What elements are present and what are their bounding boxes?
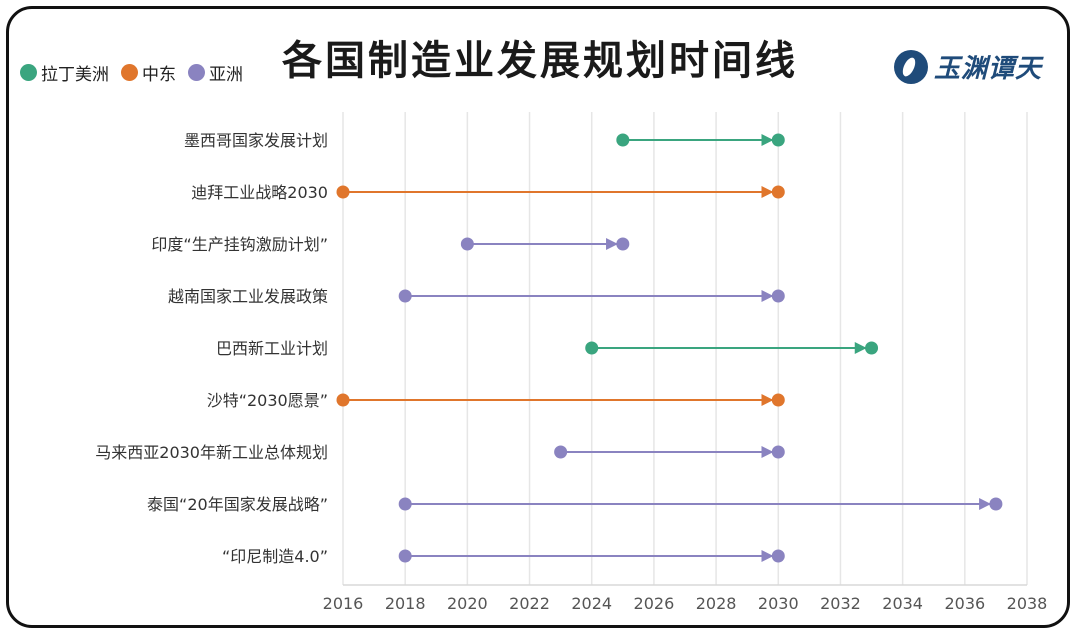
plan-start-point	[554, 445, 568, 459]
x-tick-label: 2036	[944, 594, 985, 613]
plan-label: 越南国家工业发展政策	[168, 287, 328, 306]
legend-item-latin-america: 拉丁美洲	[20, 60, 109, 85]
plan-start-point	[460, 237, 474, 251]
plan-label: “印尼制造4.0”	[222, 547, 328, 566]
plan-label: 墨西哥国家发展计划	[184, 131, 328, 150]
x-tick-label: 2022	[509, 594, 550, 613]
legend-label: 拉丁美洲	[41, 65, 109, 85]
x-tick-label: 2024	[571, 594, 612, 613]
legend-dot-icon	[20, 64, 37, 81]
plan-end-point	[616, 237, 630, 251]
plan-label: 巴西新工业计划	[216, 339, 328, 358]
x-tick-label: 2016	[323, 594, 364, 613]
x-tick-label: 2028	[696, 594, 737, 613]
plan-start-point	[336, 393, 350, 407]
legend-label: 亚洲	[209, 65, 243, 85]
chart-title: 各国制造业发展规划时间线	[282, 38, 798, 84]
legend-label: 中东	[142, 65, 176, 85]
plan-end-point	[989, 497, 1003, 511]
legend-item-middle-east: 中东	[121, 60, 176, 85]
plan-label: 印度“生产挂钩激励计划”	[151, 235, 328, 254]
plan-end-point	[771, 445, 785, 459]
legend-item-asia: 亚洲	[188, 60, 243, 85]
plan-label: 沙特“2030愿景”	[207, 391, 328, 410]
plan-start-point	[398, 289, 412, 303]
x-tick-label: 2038	[1007, 594, 1048, 613]
plan-label: 迪拜工业战略2030	[191, 183, 328, 202]
plan-end-point	[771, 393, 785, 407]
plan-end-point	[771, 185, 785, 199]
legend: 拉丁美洲 中东 亚洲	[20, 60, 243, 85]
plan-end-point	[771, 133, 785, 147]
x-tick-label: 2020	[447, 594, 488, 613]
legend-dot-icon	[121, 64, 138, 81]
plan-end-point	[771, 549, 785, 563]
x-tick-label: 2034	[882, 594, 923, 613]
plan-end-point	[865, 341, 879, 355]
plan-start-point	[616, 133, 630, 147]
plan-start-point	[336, 185, 350, 199]
chart-frame	[6, 6, 1070, 628]
x-tick-label: 2032	[820, 594, 861, 613]
x-tick-label: 2026	[634, 594, 675, 613]
x-tick-label: 2030	[758, 594, 799, 613]
legend-dot-icon	[188, 64, 205, 81]
plan-label: 马来西亚2030年新工业总体规划	[95, 443, 328, 462]
plan-end-point	[771, 289, 785, 303]
plan-start-point	[585, 341, 599, 355]
x-tick-label: 2018	[385, 594, 426, 613]
plan-label: 泰国“20年国家发展战略”	[147, 495, 328, 514]
plan-start-point	[398, 497, 412, 511]
brand-name: 玉渊谭天	[933, 54, 1042, 84]
brand: 玉渊谭天	[893, 48, 1042, 85]
brand-logo-icon	[893, 49, 928, 84]
plan-start-point	[398, 549, 412, 563]
